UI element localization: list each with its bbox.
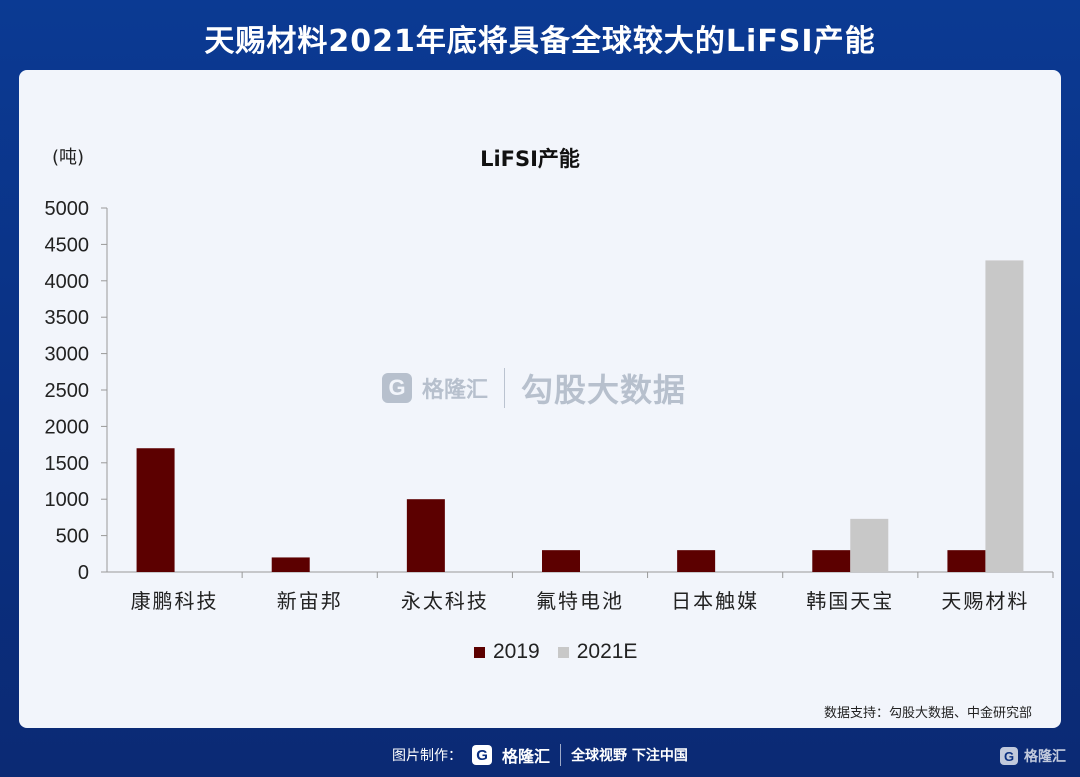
y-tick-label: 500 bbox=[56, 526, 89, 548]
bar-2021e-5 bbox=[850, 518, 889, 572]
y-tick-label: 1500 bbox=[45, 453, 90, 475]
x-tick-label: 氟特电池 bbox=[536, 589, 624, 613]
y-tick-label: 1000 bbox=[45, 489, 90, 511]
footer: 图片制作： G 格隆汇 全球视野 下注中国 bbox=[0, 740, 1080, 770]
x-tick-label: 永太科技 bbox=[401, 589, 489, 613]
legend-label-2019: 2019 bbox=[493, 640, 540, 663]
bar-2019-2 bbox=[406, 499, 445, 572]
legend-swatch-2019 bbox=[474, 646, 485, 658]
bar-2019-6 bbox=[947, 550, 986, 572]
corner-brand: 格隆汇 bbox=[1024, 749, 1066, 765]
legend-item-2019: 2019 bbox=[474, 640, 540, 664]
x-tick-label: 韩国天宝 bbox=[806, 589, 894, 613]
x-tick-label: 康鹏科技 bbox=[131, 589, 219, 613]
source-note: 数据支持：勾股大数据、中金研究部 bbox=[823, 706, 1032, 721]
x-tick-label: 日本触媒 bbox=[671, 589, 759, 613]
footer-slogan: 全球视野 下注中国 bbox=[571, 748, 688, 764]
corner-watermark: G 格隆汇 bbox=[1000, 746, 1066, 766]
y-tick-label: 3500 bbox=[45, 307, 90, 329]
corner-logo-icon: G bbox=[1000, 747, 1018, 765]
chart-title: LiFSI产能 bbox=[480, 147, 580, 171]
bar-2019-5 bbox=[812, 550, 851, 572]
bar-2019-4 bbox=[677, 550, 716, 572]
y-tick-label: 4500 bbox=[45, 234, 90, 256]
legend-label-2021e: 2021E bbox=[576, 640, 638, 663]
x-tick-label: 新宙邦 bbox=[277, 589, 343, 613]
bar-2019-3 bbox=[542, 550, 580, 572]
legend-item-2021e: 2021E bbox=[557, 640, 638, 664]
footer-divider bbox=[560, 744, 562, 766]
y-unit-label: (吨) bbox=[52, 147, 85, 168]
y-tick-label: 2500 bbox=[45, 380, 90, 402]
y-tick-label: 5000 bbox=[45, 198, 90, 220]
x-tick-label: 天赐材料 bbox=[941, 589, 1029, 613]
y-tick-label: 2000 bbox=[45, 416, 90, 438]
bar-2019-1 bbox=[271, 557, 310, 572]
y-tick-label: 4000 bbox=[45, 271, 90, 293]
chart-card bbox=[19, 70, 1061, 728]
page-title: 天赐材料2021年底将具备全球较大的LiFSI产能 bbox=[204, 24, 876, 59]
legend-swatch-2021e bbox=[557, 646, 569, 658]
bar-2019-0 bbox=[136, 448, 175, 572]
chart-legend: 2019 2021E bbox=[474, 640, 637, 664]
y-tick-label: 0 bbox=[78, 562, 89, 584]
y-tick-label: 3000 bbox=[45, 344, 90, 366]
footer-made-by: 图片制作： bbox=[392, 748, 463, 764]
footer-brand: 格隆汇 bbox=[502, 747, 551, 766]
bar-2021e-6 bbox=[985, 260, 1024, 572]
footer-logo-icon: G bbox=[472, 745, 493, 765]
